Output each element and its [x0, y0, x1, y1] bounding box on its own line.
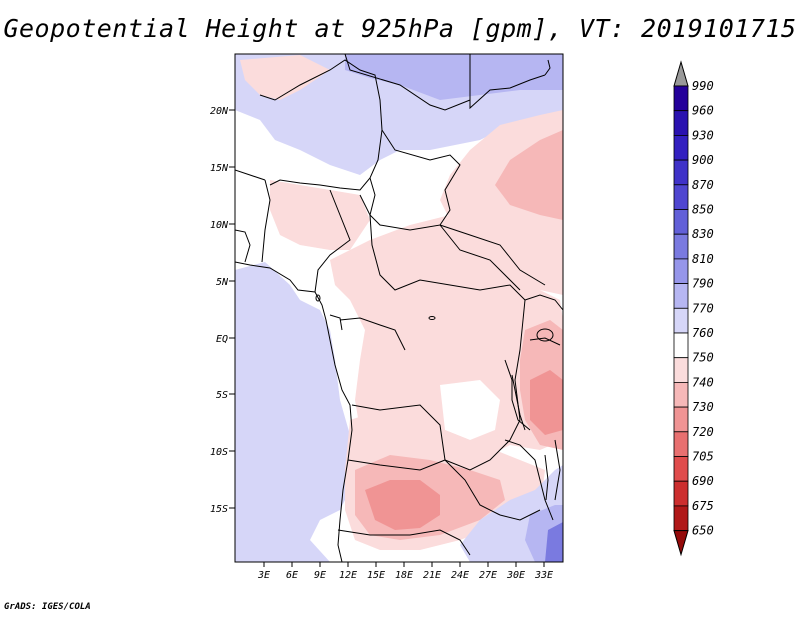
colorbar-label: 960: [692, 104, 714, 118]
colorbar-segment: [673, 258, 689, 284]
lake-malawi: [544, 454, 549, 501]
lon-label: 24E: [451, 570, 469, 581]
colorbar-segment: [673, 283, 689, 309]
colorbar-segment: [673, 184, 689, 210]
colorbar-segment: [673, 456, 689, 482]
colorbar-segment: [673, 505, 689, 531]
colorbar-upper-arrow: [673, 60, 689, 87]
colorbar-segment: [673, 332, 689, 359]
lon-label: 6E: [286, 570, 298, 581]
colorbar-label: 740: [692, 375, 714, 389]
field-ocean-west-2: [235, 370, 320, 540]
lon-label: 18E: [395, 570, 413, 581]
colorbar-label: 675: [692, 499, 714, 513]
colorbar-label: 870: [692, 178, 714, 192]
colorbar-label: 760: [692, 326, 714, 340]
colorbar-segment: [673, 233, 689, 260]
lat-label: 15N: [210, 163, 229, 174]
field-se-blue-3: [545, 522, 563, 562]
colorbar-segment: [673, 159, 689, 186]
field-congo-white: [440, 380, 500, 440]
map-frame: [234, 53, 564, 563]
field-south-core: [365, 480, 440, 530]
colorbar-label: 850: [692, 203, 714, 217]
lat-label: 20N: [210, 106, 229, 117]
colorbar-lower-arrow: [673, 530, 689, 557]
lon-label: 27E: [479, 570, 497, 581]
field-central-pink: [330, 215, 563, 470]
lakes: [315, 294, 554, 501]
lon-label: 15E: [367, 570, 385, 581]
lon-label: 12E: [339, 570, 357, 581]
field-nw-pink: [240, 55, 330, 100]
colorbar-segment: [673, 406, 689, 433]
lat-label: 15S: [210, 504, 228, 515]
lon-label: 3E: [257, 570, 270, 581]
lat-label: 5N: [216, 277, 229, 288]
colorbar-label: 790: [692, 277, 714, 291]
colorbar-label: 900: [692, 153, 714, 167]
field-east-core: [530, 370, 563, 435]
colorbar-segment: [673, 381, 689, 408]
colorbar-segment: [673, 134, 689, 161]
colorbar-segment: [673, 85, 689, 112]
longitude-axis: 3E 6E 9E 12E 15E 18E 21E 24E 27E 30E 33E: [257, 562, 553, 581]
colorbar-label: 750: [692, 351, 714, 365]
lon-label: 33E: [534, 570, 553, 581]
lon-label: 9E: [314, 570, 326, 581]
lake-tanganyika: [511, 374, 526, 431]
chart-title: Geopotential Height at 925hPa [gpm], VT:…: [3, 14, 797, 43]
coastline-west: [235, 261, 353, 562]
colorbar: 990 960 930 900 870 850 830 810 790 770 760 750 740 7…: [673, 60, 714, 557]
colorbar-label: 810: [692, 252, 714, 266]
colorbar-segment: [673, 209, 689, 235]
colorbar-segment: [673, 307, 689, 334]
colorbar-label: 770: [692, 301, 714, 315]
field-westafrica-pink: [270, 180, 370, 250]
colorbar-segment: [673, 357, 689, 383]
field-northeast-pink-2: [495, 130, 563, 220]
colorbar-segment: [673, 110, 689, 136]
colorbar-label: 730: [692, 400, 714, 414]
colorbar-label: 650: [692, 524, 714, 538]
lat-label: 10S: [210, 447, 228, 458]
lat-label: 5S: [216, 390, 228, 401]
latitude-axis: 20N 15N 10N 5N EQ 5S 10S 15S: [210, 106, 235, 515]
lake-victoria: [536, 328, 554, 342]
colorbar-label: 720: [692, 425, 714, 439]
country-borders: [235, 54, 563, 562]
colorbar-label: 830: [692, 227, 714, 241]
colorbar-label: 990: [692, 79, 714, 93]
colorbar-segment: [673, 480, 689, 507]
colorbar-segment: [673, 431, 689, 457]
grads-credit: GrADS: IGES/COLA: [4, 602, 91, 612]
colorbar-label: 705: [692, 450, 714, 464]
lat-label: EQ: [216, 334, 228, 345]
lon-label: 30E: [506, 570, 525, 581]
lon-label: 21E: [423, 570, 441, 581]
colorbar-label: 930: [692, 128, 714, 142]
lat-label: 10N: [210, 220, 229, 231]
colorbar-label: 690: [692, 474, 714, 488]
